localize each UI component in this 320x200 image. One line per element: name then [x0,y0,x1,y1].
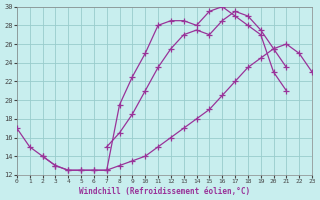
X-axis label: Windchill (Refroidissement éolien,°C): Windchill (Refroidissement éolien,°C) [79,187,250,196]
